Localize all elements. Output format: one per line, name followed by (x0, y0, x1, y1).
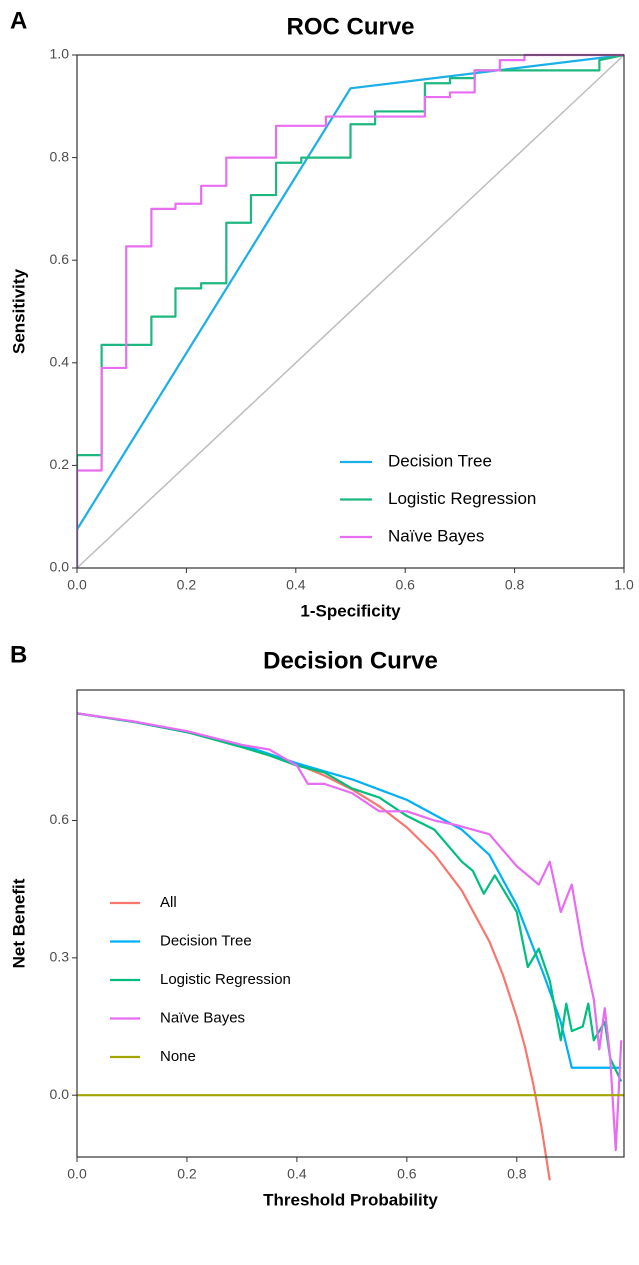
panel-label: A (10, 7, 27, 34)
series-line (77, 712, 623, 1152)
legend-label: Naïve Bayes (160, 1009, 245, 1026)
series-line (77, 712, 623, 1082)
x-tick-label: 0.8 (507, 1166, 527, 1182)
y-tick-label: 0.8 (50, 148, 70, 164)
legend-label: None (160, 1048, 196, 1065)
plot-frame (76, 54, 625, 569)
x-tick-label: 0.0 (67, 1166, 87, 1182)
x-tick-label: 0.0 (67, 577, 87, 593)
x-tick-label: 0.6 (397, 1166, 417, 1182)
y-tick-label: 1.0 (50, 46, 70, 62)
plot-frame (76, 689, 625, 1158)
x-tick-label: 0.2 (177, 577, 197, 593)
y-tick-label: 0.6 (50, 811, 70, 827)
y-tick-label: 0.0 (50, 559, 70, 575)
y-tick-label: 0.4 (50, 354, 70, 370)
series-line (77, 712, 622, 1069)
chart-title: ROC Curve (286, 13, 414, 40)
legend-label: Logistic Regression (160, 971, 291, 988)
panel-label: B (10, 641, 27, 668)
legend-label: Decision Tree (160, 932, 252, 949)
y-tick-label: 0.2 (50, 456, 70, 472)
legend-label: Decision Tree (388, 451, 492, 470)
legend-label: Logistic Regression (388, 489, 536, 508)
x-tick-label: 0.8 (505, 577, 525, 593)
x-tick-label: 0.2 (177, 1166, 197, 1182)
y-tick-label: 0.3 (50, 949, 70, 965)
x-tick-label: 0.6 (395, 577, 415, 593)
series-line (77, 53, 624, 568)
x-tick-label: 0.4 (286, 577, 306, 593)
y-tick-label: 0.6 (50, 251, 70, 267)
legend-label: Naïve Bayes (388, 526, 484, 545)
y-axis-label: Net Benefit (9, 878, 28, 968)
y-tick-label: 0.0 (50, 1086, 70, 1102)
x-tick-label: 1.0 (614, 577, 634, 593)
series-line (77, 53, 624, 568)
legend-label: All (160, 894, 177, 911)
x-tick-label: 0.4 (287, 1166, 307, 1182)
series-line (77, 53, 624, 568)
x-axis-label: Threshold Probability (263, 1190, 438, 1209)
y-axis-label: Sensitivity (9, 268, 28, 354)
chart-title: Decision Curve (263, 647, 438, 674)
reference-line (76, 54, 625, 569)
x-axis-label: 1-Specificity (300, 601, 401, 620)
